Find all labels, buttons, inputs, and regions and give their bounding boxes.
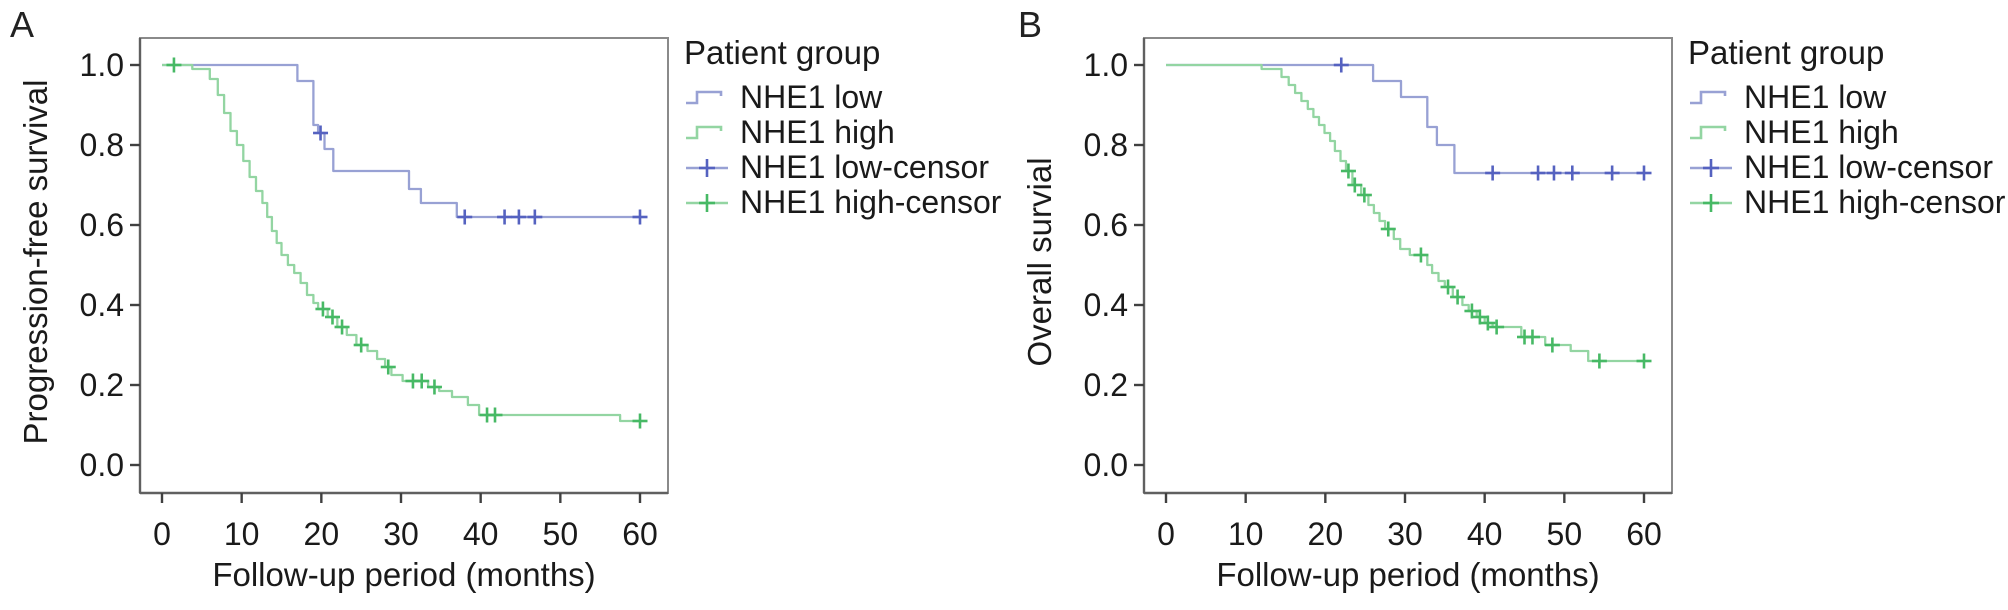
legend-label: NHE1 high-censor [1744,184,2006,220]
legend-title: Patient group [684,34,881,71]
legend-item-nhe1-high: NHE1 high [1688,114,2005,150]
svg-text:0.4: 0.4 [1084,287,1128,323]
svg-text:0.2: 0.2 [1084,367,1128,403]
panel-a: A Progression-free survival 0.0 0.2 0.4 0.6… [10,4,1001,593]
svg-text:10: 10 [224,516,260,552]
svg-text:60: 60 [1626,516,1662,552]
legend-label: NHE1 high [1744,114,1899,150]
svg-text:0.0: 0.0 [80,447,124,483]
svg-text:30: 30 [1387,516,1423,552]
svg-text:0: 0 [153,516,171,552]
legend-b: Patient group NHE1 low NHE1 high [1688,34,2005,220]
legend-item-nhe1-high-censor: NHE1 high-censor [1688,184,2006,220]
svg-text:0.0: 0.0 [1084,447,1128,483]
svg-text:60: 60 [622,516,658,552]
svg-text:10: 10 [1228,516,1264,552]
svg-text:0.4: 0.4 [80,287,124,323]
svg-text:20: 20 [1308,516,1344,552]
svg-text:0.8: 0.8 [1084,127,1128,163]
svg-text:1.0: 1.0 [1084,47,1128,83]
censor-plus-icon [686,158,728,177]
svg-text:0.8: 0.8 [80,127,124,163]
legend-a: Patient group NHE1 low NHE1 high [684,34,1001,220]
step-line-icon [686,125,723,139]
svg-text:30: 30 [383,516,419,552]
step-line-icon [686,90,723,104]
legend-label: NHE1 low [740,79,883,115]
x-axis-label-b: Follow-up period (months) [1216,556,1600,593]
km-plot-b: 0.0 0.2 0.4 0.6 0.8 1.0 0 10 20 30 40 50 60 [1084,37,1673,552]
svg-text:0.2: 0.2 [80,367,124,403]
legend-label: NHE1 low-censor [740,149,989,185]
legend-label: NHE1 high [740,114,895,150]
svg-text:50: 50 [543,516,579,552]
legend-label: NHE1 high-censor [740,184,1002,220]
legend-item-nhe1-high: NHE1 high [684,114,1001,150]
censor-plus-icon [686,193,728,212]
svg-text:40: 40 [1467,516,1503,552]
legend-item-nhe1-low: NHE1 low [684,79,1001,115]
legend-item-nhe1-low-censor: NHE1 low-censor [1688,149,2005,185]
censor-plus-icon [1690,193,1732,212]
censor-plus-icon [1690,158,1732,177]
legend-item-nhe1-low-censor: NHE1 low-censor [684,149,1001,185]
svg-text:1.0: 1.0 [80,47,124,83]
panel-letter-a: A [10,4,35,45]
svg-text:0.6: 0.6 [80,207,124,243]
svg-text:50: 50 [1547,516,1583,552]
step-line-icon [1690,90,1727,104]
x-axis-label-a: Follow-up period (months) [212,556,596,593]
panel-b: B Overall survial 0.0 0.2 0.4 0.6 0.8 1.0 0 10 2… [1004,0,2008,610]
svg-text:0: 0 [1157,516,1175,552]
legend-label: NHE1 low-censor [1744,149,1993,185]
svg-text:0.6: 0.6 [1084,207,1128,243]
svg-text:20: 20 [304,516,340,552]
panel-letter-b: B [1018,4,1043,45]
legend-item-nhe1-low: NHE1 low [1688,79,2005,115]
legend-title: Patient group [1688,34,1885,71]
legend-label: NHE1 low [1744,79,1887,115]
km-plot-a: 0.0 0.2 0.4 0.6 0.8 1.0 0 10 20 30 40 50 60 [80,37,669,552]
legend-item-nhe1-high-censor: NHE1 high-censor [684,184,1002,220]
svg-text:40: 40 [463,516,499,552]
step-line-icon [1690,125,1727,139]
